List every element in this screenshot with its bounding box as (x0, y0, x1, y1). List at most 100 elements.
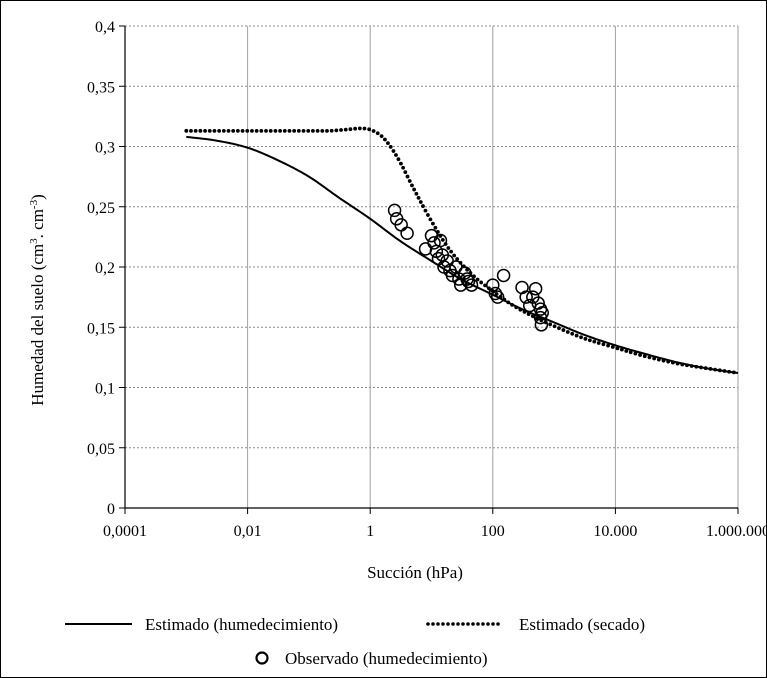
dot-estimado-secado (282, 128, 287, 133)
dot-estimado-secado (449, 249, 454, 254)
dot-estimado-secado (405, 174, 410, 179)
dot-estimado-secado (661, 358, 666, 363)
dot-estimado-secado (371, 129, 376, 133)
series-estimado-humedecimiento (186, 135, 739, 375)
dot-estimado-secado (557, 326, 561, 331)
dot-estimado-secado (530, 314, 535, 319)
observed-point (387, 203, 402, 218)
dot-estimado-secado (727, 369, 732, 374)
dot-estimado-secado (418, 200, 423, 204)
observed-point (464, 278, 479, 292)
y-tick-label: 0 (107, 501, 115, 518)
dot-estimado-secado (423, 208, 428, 213)
dot-estimado-secado (278, 128, 282, 133)
dot-estimado-secado (642, 354, 647, 359)
x-tick-label: 100 (481, 523, 505, 540)
legend-marker-swatch (255, 651, 269, 665)
dot-estimado-secado (587, 338, 592, 343)
dot-estimado-secado (254, 128, 259, 133)
dot-estimado-secado (292, 128, 297, 133)
y-axis-title-sup2: -3 (28, 199, 40, 209)
observed-point (488, 286, 503, 301)
dot-estimado-secado (383, 137, 387, 142)
dot-estimado-secado (713, 367, 717, 372)
dot-estimado-secado (410, 183, 414, 188)
dot-estimado-secado (615, 346, 620, 351)
dot-estimado-secado (268, 128, 273, 133)
dot-estimado-secado (689, 364, 694, 368)
observed-point (528, 281, 543, 296)
dot-estimado-secado (494, 292, 499, 296)
dot-estimado-secado (561, 328, 566, 332)
y-axis-title: Humedad del suelo (cm3. cm-3) (28, 194, 47, 406)
dot-estimado-secado (510, 302, 514, 307)
observed-point (461, 274, 476, 289)
line-estimado-humedecimiento (186, 135, 739, 375)
legend-marker-label: Observado (humedecimiento) (285, 649, 488, 668)
legend-dot (426, 622, 430, 626)
dot-estimado-secado (548, 322, 553, 327)
dot-estimado-secado (184, 128, 189, 133)
dot-estimado-secado (414, 191, 419, 196)
legend-dot (461, 622, 465, 626)
legend: Estimado (humedecimiento) Estimado (seca… (65, 615, 645, 668)
dot-estimado-secado (386, 141, 390, 146)
dot-estimado-secado (633, 351, 638, 356)
dot-estimado-secado (652, 356, 657, 361)
dot-estimado-secado (394, 153, 398, 157)
dot-estimado-secado (240, 128, 245, 133)
x-tick-labels: 0,0001 0,01 1 100 10.000 1.000.000 (103, 523, 767, 540)
legend-dot (436, 622, 440, 626)
y-tick-labels: 0 0,05 0,1 0,15 0,2 0,25 0,3 0,35 0,4 (87, 19, 115, 518)
legend-dot (456, 622, 460, 626)
dot-estimado-secado (379, 134, 384, 139)
dot-estimado-secado (699, 365, 703, 370)
x-tick-label: 1 (366, 523, 374, 540)
dot-estimado-secado (259, 128, 264, 133)
dot-estimado-secado (401, 165, 406, 170)
dot-estimado-secado (440, 237, 445, 242)
legend-dot (446, 622, 450, 626)
dot-estimado-secado (226, 128, 231, 133)
dot-estimado-secado (479, 280, 484, 285)
dot-estimado-secado (311, 128, 315, 133)
dot-estimado-secado (329, 128, 334, 133)
dot-estimado-secado (207, 128, 212, 133)
x-tick-label: 0,01 (234, 523, 262, 540)
observed-point (400, 226, 414, 241)
dot-estimado-secado (446, 246, 451, 250)
dot-estimado-secado (264, 128, 268, 133)
y-tick-label: 0,35 (87, 79, 115, 96)
dot-estimado-secado (357, 126, 362, 131)
dot-estimado-secado (638, 353, 642, 357)
dot-estimado-secado (552, 324, 557, 329)
observed-point (424, 228, 439, 243)
legend-dotted-swatch (426, 622, 500, 626)
dot-estimado-secado (301, 128, 306, 133)
dot-estimado-secado (412, 187, 417, 192)
observed-point (496, 268, 511, 283)
dot-estimado-secado (694, 364, 699, 369)
dot-estimado-secado (428, 217, 433, 222)
dot-estimado-secado (433, 225, 438, 230)
dot-estimado-secado (203, 128, 207, 133)
dot-estimado-secado (455, 257, 460, 261)
dot-estimado-secado (362, 126, 367, 131)
dot-estimado-secado (193, 128, 198, 133)
legend-dot (466, 622, 470, 626)
legend-dot (431, 622, 435, 626)
y-tick-label: 0,2 (95, 260, 115, 277)
x-tick-label: 1.000.000 (706, 523, 767, 540)
dot-estimado-secado (403, 170, 408, 175)
dot-estimado-secado (619, 347, 624, 352)
observed-point (433, 233, 448, 248)
dot-estimado-secado (235, 128, 240, 133)
y-axis-title-mid: . cm (28, 209, 47, 238)
observed-point (445, 268, 460, 283)
dot-estimado-secado (628, 350, 633, 355)
dot-estimado-secado (399, 161, 403, 166)
dot-estimado-secado (348, 127, 353, 132)
observed-point (486, 278, 500, 292)
observed-point (490, 290, 505, 304)
